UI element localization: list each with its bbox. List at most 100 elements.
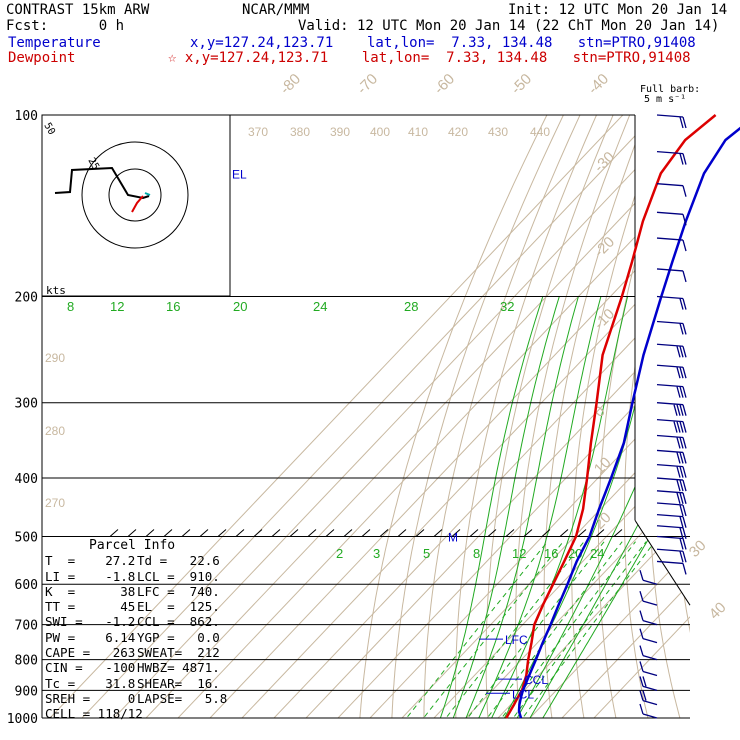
parcel-info-row: TT = 45 EL = 125. xyxy=(45,599,243,614)
wind-barb-flag xyxy=(679,386,684,398)
hatch-mark xyxy=(163,529,173,537)
wind-barb-shaft xyxy=(656,402,684,406)
dry-adiabat-line xyxy=(455,115,610,718)
wind-barb-flag xyxy=(682,239,687,252)
hatch-mark xyxy=(469,529,479,537)
parcel-info-left: TT = 45 xyxy=(45,599,136,615)
mixing-ratio-label: 5 xyxy=(423,546,430,561)
hatch-mark xyxy=(109,529,119,537)
wind-barb-shaft xyxy=(642,670,658,677)
isotherm-label: 10 xyxy=(591,454,615,478)
isotherm-label: -40 xyxy=(585,70,612,97)
parcel-info-right: CCL = 862. xyxy=(137,614,220,630)
wind-barb-flag xyxy=(682,527,687,539)
parcel-info-left: T = 27.2 xyxy=(45,553,136,569)
theta-label: 270 xyxy=(45,496,65,510)
wind-barb-flag xyxy=(682,563,687,575)
wind-barb-shaft xyxy=(656,114,684,118)
wind-barb-flag xyxy=(682,404,687,416)
isotherm-line xyxy=(485,115,690,718)
mixing-ratio-line xyxy=(435,541,585,718)
mixing-ratio-label: 8 xyxy=(473,546,480,561)
wind-barb-flag xyxy=(679,323,684,335)
org-label: NCAR/MMM xyxy=(242,2,310,18)
mixing-ratio-line xyxy=(413,541,564,718)
wind-barb-flag xyxy=(679,538,684,550)
wind-barb-flag xyxy=(682,437,687,449)
wind-barb-shaft xyxy=(656,434,684,439)
isotherm-line xyxy=(42,115,650,718)
wind-barb-flag xyxy=(676,404,681,416)
parcel-info-row: K = 38 LFC = 740. xyxy=(45,584,243,599)
isotherm-line xyxy=(229,115,690,718)
parcel-info-right: YGP = 0.0 xyxy=(137,629,220,645)
wind-barb-flag xyxy=(682,367,687,379)
hatch-mark xyxy=(541,529,551,537)
parcel-info-title: Parcel Info xyxy=(89,538,176,553)
dry-adiabat-line xyxy=(598,115,690,718)
wind-barb-shaft xyxy=(656,477,684,481)
wind-barb-flag xyxy=(682,386,687,398)
moist-adiabat-line xyxy=(491,296,629,718)
parcel-info-right: HWBZ= 4871. xyxy=(137,660,220,676)
dry-adiabat-line xyxy=(485,115,626,718)
isotherm-line xyxy=(101,115,690,718)
hatch-mark xyxy=(613,529,623,537)
isotherm-line xyxy=(357,115,690,718)
wind-barb-shaft xyxy=(642,699,658,706)
parcel-info-right: SWEAT= 212 xyxy=(137,645,220,661)
isotherm-label: -70 xyxy=(354,70,381,97)
theta-label: 430 xyxy=(488,125,508,139)
hodograph-ring-label: 50 xyxy=(41,121,57,137)
wind-barb-flag xyxy=(639,661,644,672)
theta-label: 420 xyxy=(448,125,468,139)
moist-adiabat-label: 8 xyxy=(67,299,74,314)
mixing-level-label: M xyxy=(448,530,458,544)
hatch-mark xyxy=(379,529,389,537)
moist-adiabat-label: 24 xyxy=(313,299,327,314)
dry-adiabat-line xyxy=(423,115,594,718)
wind-barb-flag xyxy=(676,346,681,358)
pressure-tick-label: 100 xyxy=(15,109,38,124)
el-label: EL xyxy=(232,167,247,181)
hodograph-ring-label: 25 xyxy=(85,156,101,172)
wind-barb-flag xyxy=(679,527,684,539)
pressure-tick-label: 1000 xyxy=(7,712,38,727)
moist-adiabat-label: 32 xyxy=(500,299,514,314)
hatch-mark xyxy=(577,529,587,537)
wind-barb-flag xyxy=(676,452,681,464)
isotherm-line xyxy=(197,115,690,718)
hatch-mark xyxy=(289,529,299,537)
wind-barb-flag xyxy=(679,551,684,563)
wind-barb-shaft xyxy=(656,449,684,454)
wind-barb-shaft xyxy=(656,535,684,540)
hatch-mark xyxy=(127,529,137,537)
mixing-ratio-line xyxy=(396,541,548,718)
dry-adiabat-line xyxy=(391,115,578,718)
parcel-info-row: T = 27.2 Td = 22.6 xyxy=(45,553,243,568)
wind-barb-shaft xyxy=(656,502,684,506)
temperature-location: x,y=127.24,123.71 lat,lon= 7.33, 134.48 … xyxy=(190,35,696,51)
wind-barb-flag xyxy=(682,270,687,283)
wind-barb-flag xyxy=(676,466,681,478)
lfc-label: LFC xyxy=(505,633,528,647)
theta-label: 410 xyxy=(408,125,428,139)
wind-barb-flag xyxy=(679,153,684,165)
hatch-mark xyxy=(181,529,191,537)
wind-barb-flag xyxy=(682,466,687,478)
parcel-info-row: SWI = -1.2 CCL = 862. xyxy=(45,614,243,629)
parcel-info-left: PW = 6.14 xyxy=(45,629,136,645)
hatch-mark xyxy=(523,529,533,537)
moist-adiabat-label: 16 xyxy=(166,299,180,314)
wind-barb-shaft xyxy=(642,654,658,661)
wind-barb-shaft xyxy=(656,320,684,325)
wind-barb-flag xyxy=(639,676,644,687)
moist-adiabat-label: 28 xyxy=(404,299,418,314)
wind-barb-flag xyxy=(639,703,644,715)
wind-barb-flag xyxy=(682,346,687,358)
wind-barb-shaft xyxy=(656,237,684,241)
wind-barb-flag xyxy=(642,690,647,701)
parcel-info-row: CIN = -100 HWBZ= 4871. xyxy=(45,660,243,675)
hodograph-ring-outer xyxy=(81,141,189,249)
wind-barb-shaft xyxy=(642,619,658,626)
